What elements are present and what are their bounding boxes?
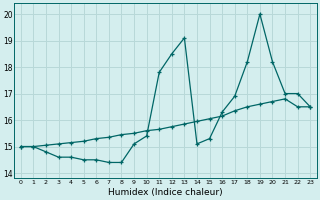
X-axis label: Humidex (Indice chaleur): Humidex (Indice chaleur) — [108, 188, 223, 197]
